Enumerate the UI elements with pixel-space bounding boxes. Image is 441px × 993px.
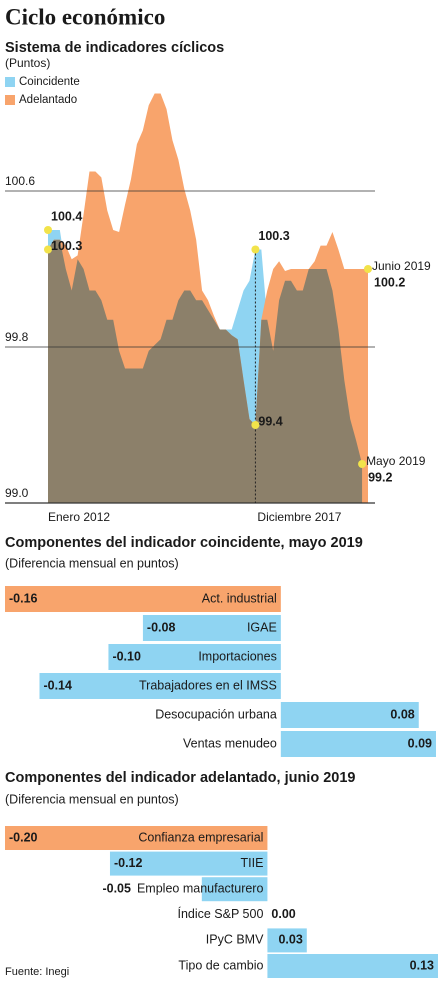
legend-label: Adelantado	[19, 94, 77, 106]
point	[251, 245, 260, 254]
legend-label: Coincidente	[19, 76, 80, 88]
chart-subtitle: (Diferencia mensual en puntos)	[5, 792, 179, 806]
chart-title: Componentes del indicador coincidente, m…	[5, 535, 363, 551]
bar	[142, 615, 281, 641]
y-axis-label: (Puntos)	[5, 56, 50, 70]
x-tick-label: Enero 2012	[48, 510, 110, 524]
bar	[5, 826, 268, 850]
point	[44, 245, 52, 254]
value-label: -0.20	[9, 830, 38, 844]
point	[364, 265, 372, 273]
y-tick-label: 99.8	[5, 330, 29, 344]
value-label: -0.10	[112, 649, 141, 663]
legend-swatch	[5, 77, 15, 87]
data-label: 100.4	[51, 209, 82, 223]
data-label: 100.3	[258, 229, 289, 243]
category-label: Confianza empresarial	[138, 830, 263, 844]
bar	[5, 586, 281, 612]
value-label: -0.12	[114, 856, 143, 870]
chart-title: Componentes del indicador adelantado, ju…	[5, 770, 355, 786]
bar	[280, 731, 436, 757]
bar	[267, 928, 307, 953]
value-label: 0.13	[410, 958, 434, 972]
end-label: Junio 2019	[372, 259, 431, 273]
category-label: Desocupación urbana	[155, 707, 277, 721]
y-tick-label: 100.6	[5, 174, 35, 188]
category-label: IPyC BMV	[206, 933, 264, 947]
category-label: Ventas menudeo	[183, 736, 277, 750]
end-label: Mayo 2019	[366, 454, 426, 468]
bar	[280, 702, 419, 728]
value-label: 0.09	[408, 736, 432, 750]
category-label: TIIE	[241, 856, 264, 870]
x-tick-label: Diciembre 2017	[257, 510, 341, 524]
legend-swatch	[5, 95, 15, 105]
data-label: 99.2	[368, 470, 392, 484]
value-label: -0.05	[102, 881, 131, 895]
category-label: Act. industrial	[202, 591, 277, 605]
category-label: Índice S&P 500	[177, 906, 263, 921]
category-label: IGAE	[247, 620, 277, 634]
value-label: -0.16	[9, 591, 38, 605]
chart-subtitle: (Diferencia mensual en puntos)	[5, 556, 179, 570]
bar	[39, 673, 281, 699]
bar	[109, 851, 268, 876]
value-label: 0.08	[390, 707, 414, 721]
point	[358, 460, 367, 468]
bar	[108, 644, 281, 670]
value-label: -0.14	[43, 678, 72, 692]
category-label: Empleo manufacturero	[137, 881, 264, 895]
overlap-area	[48, 239, 363, 503]
chart-subtitle: Sistema de indicadores cíclicos	[5, 40, 224, 56]
point	[44, 226, 52, 234]
title: Ciclo económico	[5, 4, 165, 29]
data-label: 99.4	[258, 414, 282, 428]
category-label: Importaciones	[198, 649, 277, 663]
bar	[201, 877, 268, 902]
bar	[267, 954, 438, 978]
category-label: Trabajadores en el IMSS	[139, 678, 277, 692]
category-label: Tipo de cambio	[178, 958, 263, 972]
value-label: -0.08	[147, 620, 176, 634]
value-label: 0.00	[271, 907, 295, 921]
y-tick-label: 99.0	[5, 486, 29, 500]
data-label: 100.3	[51, 239, 82, 253]
source: Fuente: Inegi	[5, 966, 69, 978]
value-label: 0.03	[278, 933, 302, 947]
point	[251, 421, 260, 429]
data-label: 100.2	[374, 275, 405, 289]
